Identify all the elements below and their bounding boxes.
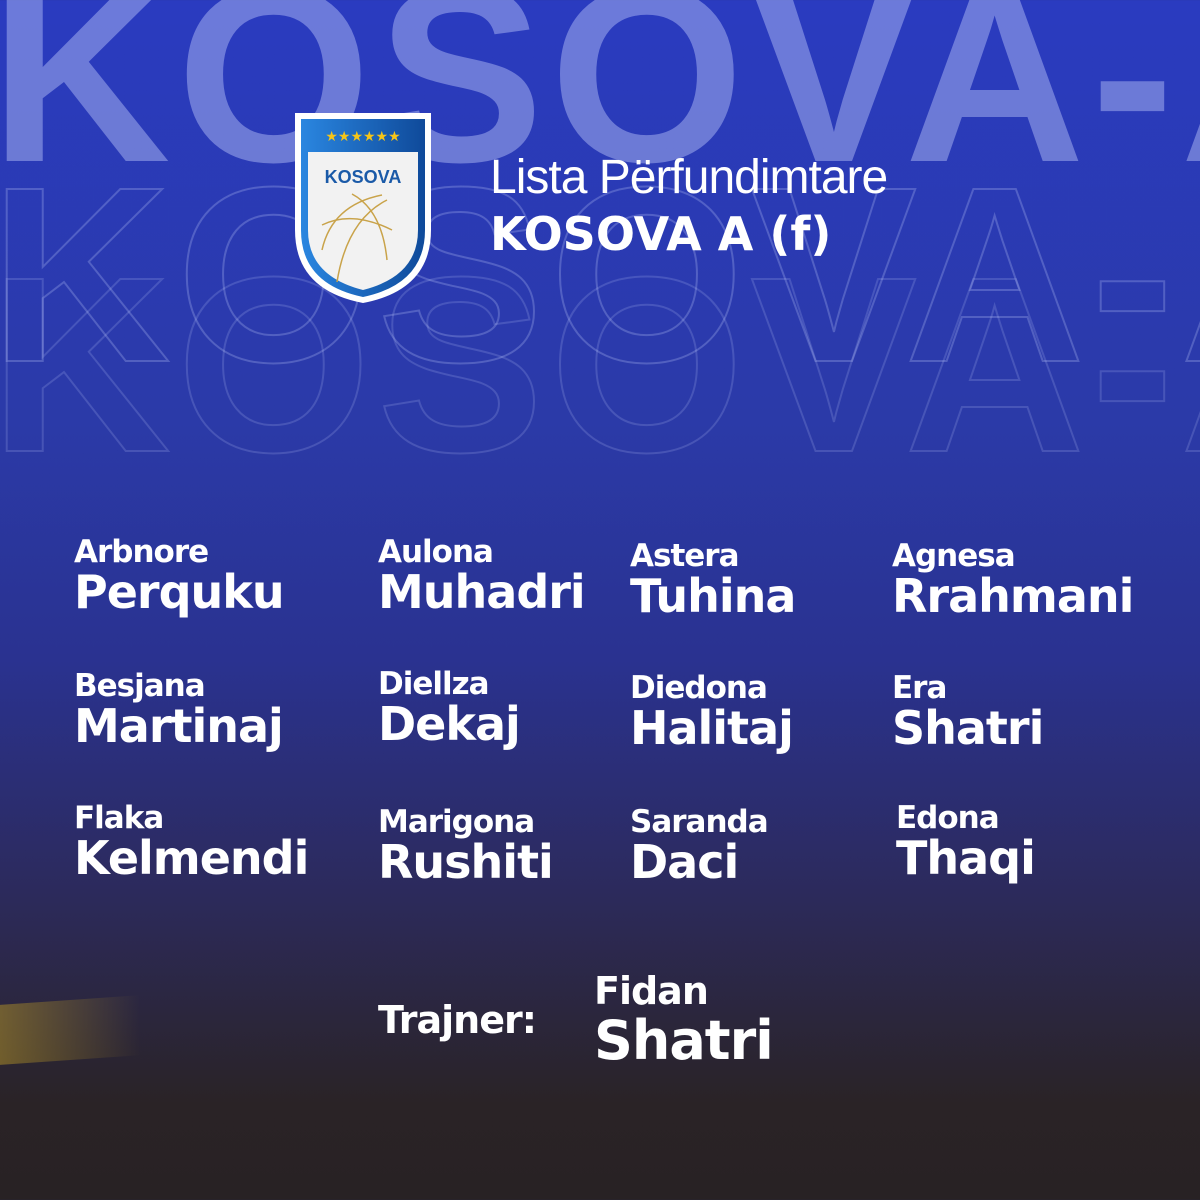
player: Saranda Daci [630, 804, 769, 889]
player-first-name: Astera [630, 538, 740, 574]
player-first-name: Edona [896, 800, 1000, 836]
player-last-name: Rushiti [378, 835, 554, 889]
player-last-name: Kelmendi [74, 831, 309, 885]
player-first-name: Aulona [378, 534, 494, 570]
player: Arbnore Perquku [74, 534, 285, 619]
player-first-name: Diellza [378, 666, 490, 702]
brush-stroke [0, 995, 140, 1065]
player: Edona Thaqi [896, 800, 1036, 885]
player-last-name: Perquku [74, 565, 285, 619]
player-first-name: Diedona [630, 670, 768, 706]
kosova-crest-logo: ★★★★★★ KOSOVA [295, 113, 431, 303]
svg-text:★★★★★★: ★★★★★★ [325, 129, 400, 145]
watermark-outline: KOSOVA-A [0, 225, 1200, 504]
watermark-outline: KOSOVA-A [0, 135, 1200, 414]
player-first-name: Saranda [630, 804, 769, 840]
player-last-name: Halitaj [630, 701, 794, 755]
player-last-name: Tuhina [630, 569, 796, 623]
player: Diellza Dekaj [378, 666, 521, 751]
player: Agnesa Rrahmani [892, 538, 1134, 623]
player-first-name: Agnesa [892, 538, 1016, 574]
player-first-name: Flaka [74, 800, 164, 836]
player-last-name: Shatri [892, 701, 1044, 755]
player-first-name: Era [892, 670, 947, 706]
coach: Fidan Shatri [594, 969, 774, 1072]
header: Lista Përfundimtare KOSOVA A (f) [490, 150, 888, 262]
subtitle: Lista Përfundimtare [490, 151, 888, 204]
player-last-name: Dekaj [378, 697, 521, 751]
player-first-name: Marigona [378, 804, 535, 840]
player: Era Shatri [892, 670, 1044, 755]
player-last-name: Rrahmani [892, 569, 1134, 623]
player-last-name: Thaqi [896, 831, 1036, 885]
player-last-name: Martinaj [74, 699, 284, 753]
team-title: KOSOVA A (f) [490, 207, 832, 261]
coach-first-name: Fidan [594, 969, 709, 1013]
coach-label: Trajner: [378, 998, 537, 1042]
player: Marigona Rushiti [378, 804, 554, 889]
coach-last-name: Shatri [594, 1009, 774, 1072]
player: Aulona Muhadri [378, 534, 586, 619]
player: Flaka Kelmendi [74, 800, 309, 885]
player-last-name: Muhadri [378, 565, 586, 619]
player: Besjana Martinaj [74, 668, 284, 753]
player: Astera Tuhina [630, 538, 796, 623]
crest-label: KOSOVA [325, 167, 402, 187]
player: Diedona Halitaj [630, 670, 794, 755]
watermark-text: KOSOVA-A [0, 0, 1200, 214]
player-first-name: Arbnore [74, 534, 209, 570]
player-first-name: Besjana [74, 668, 206, 704]
player-last-name: Daci [630, 835, 739, 889]
